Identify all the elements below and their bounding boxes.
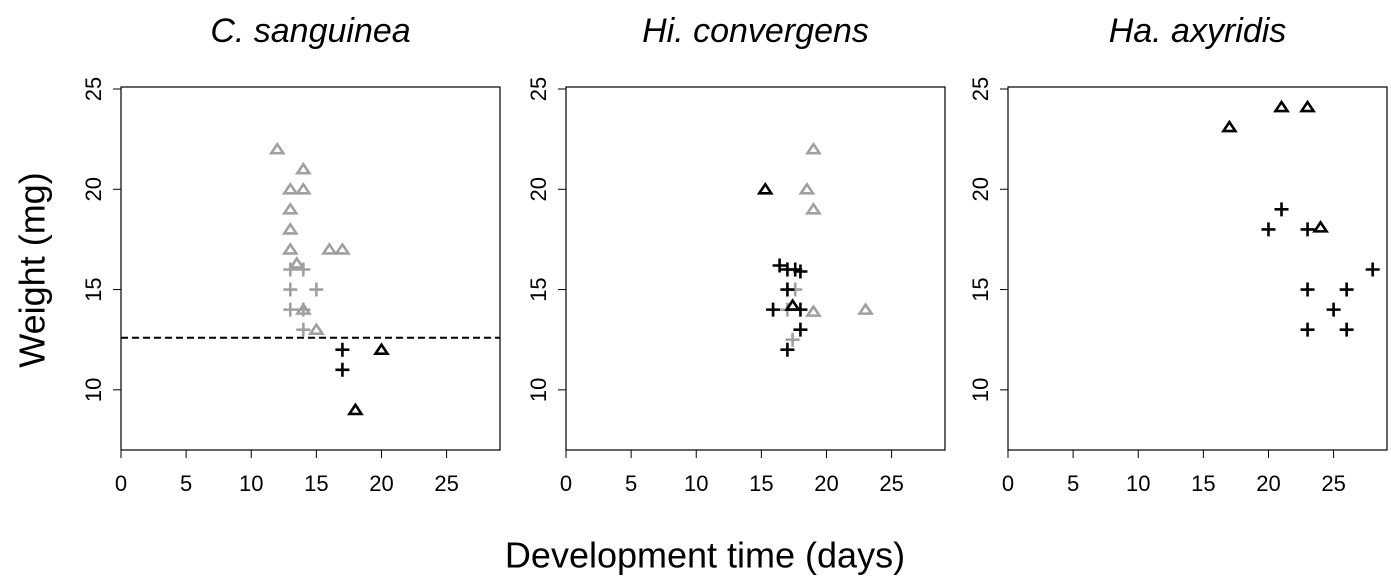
plus-point [772, 258, 787, 273]
x-tick-label: 10 [1126, 471, 1150, 496]
x-tick-label: 15 [304, 471, 328, 496]
plot-frame [120, 86, 501, 451]
y-tick-label: 15 [526, 277, 551, 301]
triangle-point [281, 181, 299, 195]
x-tick-label: 20 [1256, 471, 1280, 496]
triangle-point [805, 201, 822, 215]
plus-point [1326, 302, 1341, 317]
triangle-point [294, 161, 312, 175]
x-tick-label: 15 [1191, 471, 1215, 496]
triangle-point [798, 181, 816, 195]
triangle-point [1299, 99, 1316, 113]
x-tick-label: 10 [684, 471, 708, 496]
x-tick-label: 0 [1002, 471, 1014, 496]
plus-point [1274, 202, 1289, 217]
triangle-point [1312, 220, 1330, 233]
x-tick-label: 10 [239, 471, 263, 496]
plus-point [1339, 322, 1354, 337]
plus-point [1300, 322, 1315, 337]
plus-point [296, 322, 311, 337]
triangle-point [320, 242, 338, 255]
x-tick-label: 25 [879, 471, 903, 496]
triangle-point [347, 402, 364, 416]
plus-point [1300, 282, 1315, 297]
y-tick-label: 20 [81, 177, 106, 201]
y-tick-label: 25 [526, 77, 551, 101]
triangle-point [333, 242, 351, 255]
triangle-point [1273, 99, 1290, 113]
triangle-point [281, 201, 299, 215]
plus-point [793, 302, 808, 317]
x-tick-label: 25 [1321, 471, 1345, 496]
plus-point [793, 322, 808, 337]
x-tick-label: 15 [749, 471, 773, 496]
panel-title: Ha. axyridis [1109, 12, 1287, 50]
triangle-point [1220, 119, 1238, 133]
plus-point [1339, 282, 1354, 297]
triangle-point [805, 141, 822, 155]
triangle-point [294, 181, 312, 195]
x-tick-label: 20 [369, 471, 393, 496]
plus-point [335, 362, 350, 377]
triangle-point [784, 298, 802, 311]
plus-point [283, 302, 298, 317]
triangle-point [857, 302, 874, 315]
plus-point [1261, 222, 1276, 237]
x-tick-label: 5 [625, 471, 637, 496]
x-tick-label: 5 [180, 471, 192, 496]
y-tick-label: 10 [968, 378, 993, 402]
plus-point [780, 282, 795, 297]
plot-frame [565, 86, 946, 451]
plus-point [780, 342, 795, 357]
plot-frame [1007, 86, 1388, 451]
plus-point [766, 302, 781, 317]
panel-title: Hi. convergens [642, 12, 869, 50]
triangle-point [281, 242, 299, 255]
triangle-point [288, 256, 306, 269]
x-tick-label: 0 [560, 471, 572, 496]
triangle-point [307, 322, 325, 335]
triangle-point [268, 141, 286, 155]
y-tick-label: 25 [81, 77, 106, 101]
plus-point [793, 264, 808, 279]
x-tick-label: 25 [434, 471, 458, 496]
triangle-point [373, 342, 390, 356]
y-tick-label: 15 [968, 277, 993, 301]
plus-point [1300, 222, 1315, 237]
y-tick-label: 20 [968, 177, 993, 201]
plus-point [296, 262, 311, 277]
y-tick-label: 10 [81, 378, 106, 402]
triangle-point [805, 304, 822, 317]
plus-point [283, 282, 298, 297]
y-tick-label: 20 [526, 177, 551, 201]
plus-point [309, 282, 324, 297]
plus-point [1365, 262, 1380, 277]
x-tick-label: 0 [115, 471, 127, 496]
y-axis-label: Weight (mg) [12, 172, 53, 367]
x-tick-label: 5 [1067, 471, 1079, 496]
x-axis-label: Development time (days) [505, 535, 905, 576]
panel-title: C. sanguinea [210, 12, 410, 50]
y-tick-label: 25 [968, 77, 993, 101]
plus-point [335, 342, 350, 357]
triangle-point [281, 222, 299, 235]
plus-point [283, 262, 298, 277]
plus-point [785, 332, 800, 347]
y-tick-label: 10 [526, 378, 551, 402]
triangle-point [756, 181, 774, 195]
plus-point [296, 302, 311, 317]
x-tick-label: 20 [814, 471, 838, 496]
y-tick-label: 15 [81, 277, 106, 301]
